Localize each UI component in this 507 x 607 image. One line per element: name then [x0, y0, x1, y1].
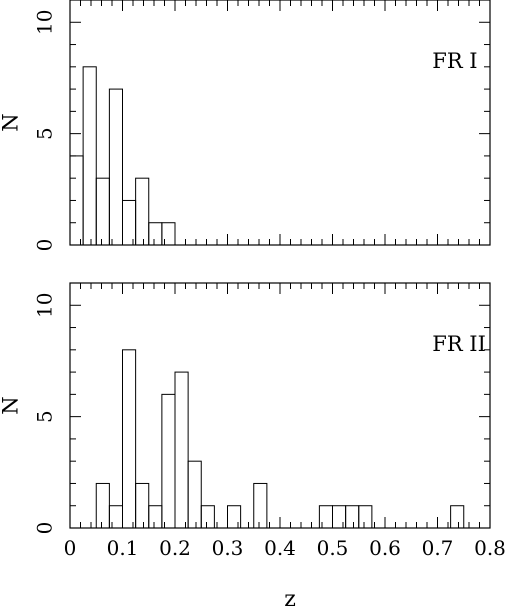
fr2-histogram-panel: 0 5 10 N 0 0.1 0.2 0.3 0.4 0.5 0.6 0.7 0.8 z FR II [0, 282, 506, 607]
panel1-histogram-bar-9 [227, 505, 242, 529]
panel0-y-tick-label-1: 5 [33, 127, 57, 140]
panel1-y-tick-label-1: 5 [33, 410, 57, 423]
panel1-y-tick-label-2: 10 [33, 293, 57, 318]
panel1-histogram-bar-14 [358, 505, 373, 529]
panel0-y-axis-label: N [0, 113, 23, 131]
panel1-histogram-bar-11 [318, 505, 333, 529]
panel0-histogram-bar-2 [95, 177, 110, 246]
panel1-panel-label: FR II [432, 332, 486, 356]
panel1-x-tick-label-4: 0.4 [264, 536, 296, 560]
panel0-histogram-bar-1 [82, 66, 97, 246]
panel0-histogram-bar-7 [161, 222, 176, 246]
panel1-histogram-bar-0 [95, 482, 110, 529]
panel1-histogram-bar-5 [161, 393, 176, 529]
panel1-histogram-bar-2 [122, 349, 137, 529]
panel1-x-tick-label-0: 0 [64, 536, 77, 560]
panel0-y-tick-label-2: 10 [33, 10, 57, 35]
panel1-histogram-bar-1 [108, 505, 123, 529]
panel0-histogram-bar-4 [122, 199, 137, 246]
panel1-y-tick-label-0: 0 [33, 522, 57, 535]
panel1-histogram-bar-7 [187, 460, 202, 529]
panel1-histogram-bar-13 [345, 505, 360, 529]
panel0-plot-frame [69, 0, 491, 246]
panel1-x-tick-label-7: 0.7 [422, 536, 454, 560]
panel1-histogram-bar-4 [148, 505, 163, 529]
panel1-histogram-bar-10 [253, 482, 268, 529]
panel1-histogram-bar-12 [332, 505, 347, 529]
panel0-panel-label: FR I [432, 49, 477, 73]
panel1-x-axis-label: z [284, 587, 296, 607]
panel1-histogram-bar-3 [135, 482, 150, 529]
panel0-histogram-bar-6 [148, 222, 163, 246]
panel1-plot-frame [69, 282, 491, 529]
panel1-x-tick-label-8: 0.8 [474, 536, 506, 560]
panel1-x-tick-label-6: 0.6 [369, 536, 401, 560]
fr1-histogram-panel: 0 5 10 N FR I [0, 0, 491, 252]
panel1-histogram-bar-15 [450, 505, 465, 529]
panel0-histogram-bar-3 [108, 88, 123, 246]
panel0-y-tick-label-0: 0 [33, 239, 57, 252]
panel1-histogram-bar-8 [200, 505, 215, 529]
panel1-x-tick-label-3: 0.3 [212, 536, 244, 560]
panel1-y-axis-label: N [0, 396, 23, 414]
panel1-x-tick-label-2: 0.2 [159, 536, 191, 560]
panel0-histogram-bar-5 [135, 177, 150, 246]
panel1-x-tick-label-1: 0.1 [107, 536, 139, 560]
panel1-histogram-bar-6 [174, 371, 189, 529]
panel1-x-tick-label-5: 0.5 [317, 536, 349, 560]
